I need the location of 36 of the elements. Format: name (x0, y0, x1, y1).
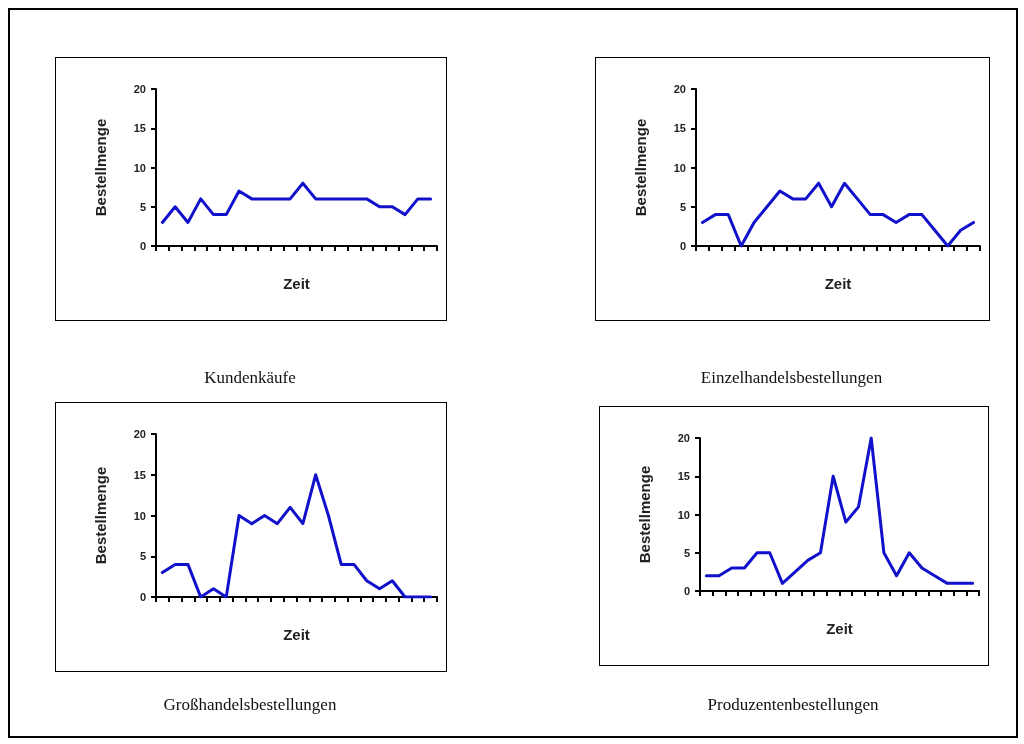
y-axis-title: Bestellmenge (636, 465, 653, 564)
y-tick-label: 10 (133, 161, 146, 174)
y-tick-label: 20 (133, 83, 146, 95)
y-tick-label: 5 (139, 200, 146, 213)
y-tick-label: 0 (679, 240, 686, 252)
y-tick-label: 10 (133, 509, 146, 522)
x-axis-title: Zeit (824, 275, 852, 292)
y-tick-label: 20 (673, 83, 686, 95)
y-tick-label: 5 (683, 546, 690, 559)
y-tick-label: 0 (139, 591, 146, 603)
y-tick-label: 10 (673, 161, 686, 174)
line-series (700, 181, 976, 248)
y-tick-label: 20 (677, 432, 690, 444)
y-tick-label: 5 (139, 550, 146, 563)
y-tick-label: 15 (673, 122, 686, 135)
y-tick-label: 15 (677, 470, 690, 483)
y-tick-label: 0 (139, 240, 146, 252)
x-axis-title: Zeit (283, 275, 310, 292)
y-tick-label: 5 (679, 200, 686, 213)
line-series (704, 436, 975, 585)
y-axis-title: Bestellmenge (92, 118, 109, 217)
y-tick-label: 15 (133, 468, 146, 481)
line-series (160, 473, 433, 599)
y-axis-title: Bestellmenge (92, 466, 109, 565)
text: Kundenkäufe (203, 368, 297, 388)
line-series (160, 181, 433, 224)
y-tick-label: 20 (133, 428, 146, 440)
text: Einzelhandelsbestellungen (699, 368, 884, 388)
text: Produzentenbestellungen (706, 695, 880, 715)
y-tick-label: 0 (683, 585, 690, 597)
x-axis-title: Zeit (283, 626, 310, 643)
y-axis-title: Bestellmenge (632, 118, 649, 217)
y-tick-label: 15 (133, 122, 146, 135)
text: Großhandelsbestellungen (162, 695, 338, 715)
y-tick-label: 10 (677, 508, 690, 521)
x-axis-title: Zeit (826, 620, 853, 637)
